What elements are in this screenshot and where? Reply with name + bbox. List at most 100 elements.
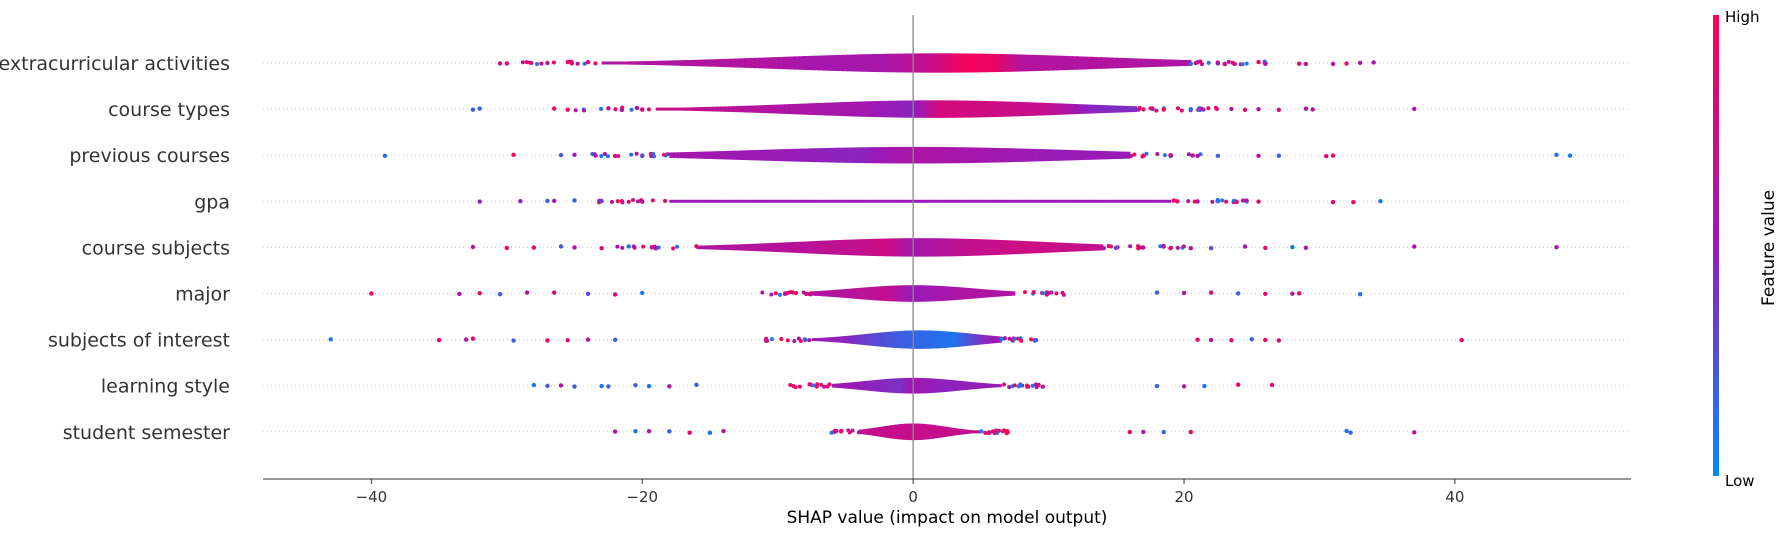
violin-slice [880, 286, 884, 301]
violin-slice [963, 332, 966, 347]
feature-label: course types [108, 99, 230, 121]
scatter-point [572, 198, 577, 203]
violin-slice [926, 285, 929, 302]
violin-slice [976, 100, 981, 118]
violin-slice [1078, 199, 1084, 203]
violin-slice [917, 330, 920, 349]
violin-slice [891, 378, 894, 393]
violin-slice [1099, 150, 1104, 160]
violin-slice [1001, 290, 1004, 297]
x-tick-label: 20 [1174, 488, 1193, 506]
violin-slice [828, 240, 833, 255]
violin-slice [909, 238, 914, 257]
violin-slice [830, 337, 833, 343]
scatter-point [1357, 291, 1363, 297]
violin-slice [1053, 199, 1059, 203]
scatter-point [1244, 198, 1249, 203]
scatter-point [1141, 429, 1146, 435]
violin-slice [685, 60, 691, 66]
scatter-point [511, 338, 516, 343]
violin-slice [956, 380, 959, 391]
violin-slice [1074, 199, 1080, 203]
violin-slice [891, 285, 894, 302]
violin-slice [819, 199, 825, 203]
violin-slice [975, 334, 979, 345]
violin-slice [896, 424, 899, 440]
scatter-point [1005, 430, 1010, 435]
violin-slice [948, 100, 953, 118]
violin-slice [979, 334, 982, 345]
violin-slice [950, 238, 955, 257]
violin-slice [943, 426, 945, 438]
violin-slice [798, 241, 802, 254]
violin-slice [962, 429, 965, 435]
violin-slice [845, 239, 850, 256]
violin-slice [974, 334, 977, 346]
scatter-point [463, 337, 469, 342]
scatter-point [819, 382, 824, 387]
violin-slice [677, 199, 683, 203]
scatter-point [1378, 199, 1383, 204]
violin-slice [967, 287, 970, 300]
violin-slice [699, 59, 706, 67]
violin-slice [940, 286, 943, 301]
violin-slice [848, 199, 854, 203]
violin-slice [1079, 150, 1085, 161]
violin-slice [889, 285, 892, 302]
scatter-point [1195, 60, 1200, 65]
scatter-point [1296, 291, 1302, 296]
violin-slice [1037, 149, 1043, 162]
violin-slice [982, 383, 985, 389]
violin-slice [727, 199, 733, 203]
scatter-point [1036, 382, 1041, 387]
violin-slice [896, 100, 901, 118]
violin-slice [894, 285, 897, 302]
violin-slice [918, 423, 921, 440]
violin-slice [719, 106, 725, 112]
scatter-point [634, 151, 639, 156]
scatter-point [687, 430, 692, 435]
violin-slice [982, 334, 985, 345]
violin-slice [881, 379, 884, 393]
scatter-point [1127, 429, 1133, 435]
violin-slice [921, 285, 924, 302]
violin-slice [933, 238, 938, 257]
violin-slice [857, 381, 860, 390]
violin-slice [932, 424, 934, 439]
violin-slice [763, 105, 769, 114]
violin-slice [902, 423, 905, 440]
violin [696, 238, 1104, 257]
scatter-point [760, 290, 765, 295]
violin-slice [882, 286, 885, 301]
violin-slice [892, 378, 895, 393]
violin-slice [800, 103, 805, 115]
scatter-point [1206, 60, 1211, 65]
scatter-point [619, 198, 625, 204]
violin-slice [1060, 149, 1066, 161]
scatter-point [633, 428, 638, 434]
violin-slice [932, 199, 938, 203]
scatter-point [1220, 198, 1225, 203]
scatter-point [1330, 61, 1336, 67]
violin-slice [936, 378, 939, 393]
violin-slice [1041, 241, 1046, 253]
violin-slice [878, 379, 881, 392]
violin-slice [837, 383, 840, 388]
violin-slice [1008, 101, 1014, 117]
violin-slice [877, 379, 880, 392]
violin-slice [958, 380, 961, 391]
violin-slice [884, 286, 887, 301]
violin-slice [699, 245, 704, 250]
scatter-point [1276, 107, 1282, 113]
violin-slice [845, 147, 851, 163]
violin-slice [867, 287, 870, 300]
violin-slice [836, 383, 839, 388]
violin-slice [1028, 54, 1035, 72]
scatter-point [573, 108, 578, 113]
scatter-point [612, 153, 618, 159]
violin-slice [788, 148, 793, 162]
violin-slice [975, 288, 979, 299]
scatter-point [1002, 382, 1007, 387]
violin-slice [812, 55, 819, 71]
feature-label: extracurricular activities [0, 53, 230, 75]
